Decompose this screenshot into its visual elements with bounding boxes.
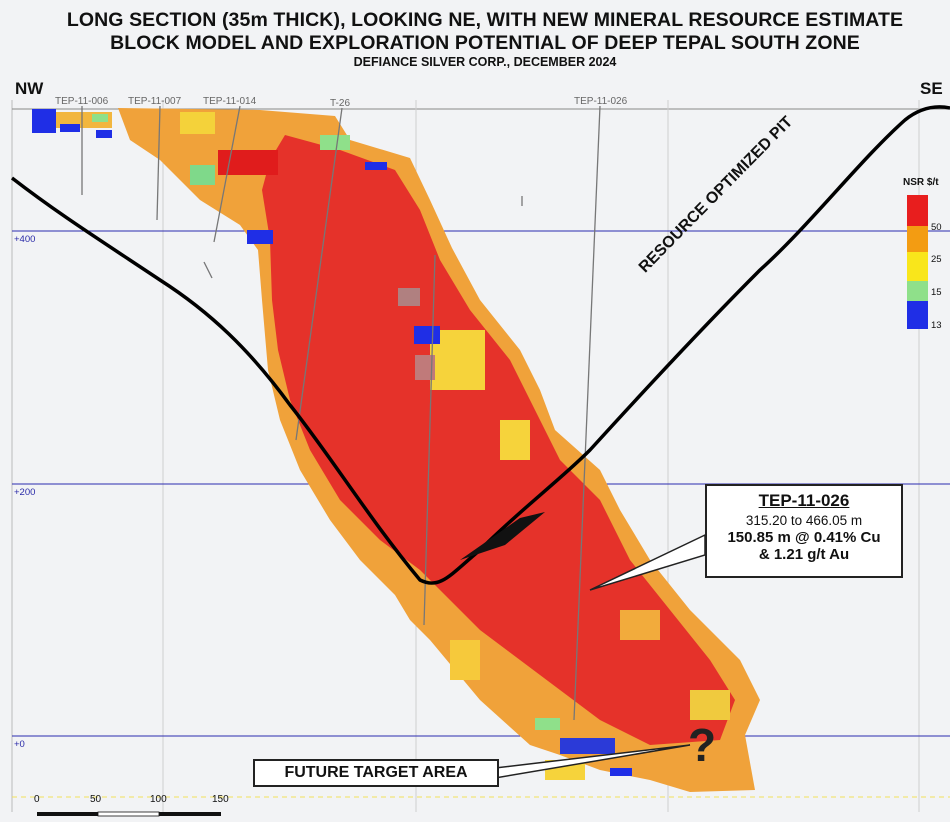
scale-segment — [37, 812, 98, 816]
scale-segment — [97, 811, 160, 817]
blue-block — [365, 162, 387, 170]
scale-segment — [159, 812, 221, 816]
callout-grade-au: & 1.21 g/t Au — [758, 546, 850, 563]
green-block — [320, 135, 350, 150]
scale-label: 50 — [90, 794, 102, 805]
scale-label: 150 — [212, 794, 229, 805]
blue-block — [610, 768, 632, 776]
block-cluster — [620, 610, 660, 640]
drill-hole-trace — [203, 261, 213, 279]
drill-hole-trace — [423, 254, 436, 626]
title-line-1: LONG SECTION (35m THICK), LOOKING NE, WI… — [66, 9, 904, 31]
legend-title: NSR $/t — [903, 177, 939, 188]
blue-block — [60, 124, 80, 132]
drill-holes — [81, 105, 601, 721]
green-block — [92, 114, 108, 122]
legend-swatch — [907, 252, 928, 281]
block-cluster — [180, 112, 215, 134]
drill-hole-label: TEP-11-014 — [203, 96, 257, 107]
elevation-label: +0 — [14, 739, 25, 750]
drill-hole-trace — [156, 105, 161, 221]
grey-block — [415, 355, 435, 380]
callout-grade-cu: 150.85 m @ 0.41% Cu — [727, 529, 881, 546]
nw-surface-blocks — [32, 109, 112, 138]
blue-block — [560, 738, 615, 754]
block-model — [118, 108, 760, 792]
green-block — [190, 165, 215, 185]
callout-hole-id: TEP-11-026 — [758, 491, 850, 510]
blue-block — [247, 230, 273, 244]
blue-block — [414, 326, 440, 344]
drill-hole-label: T-26 — [330, 98, 351, 109]
direction-se: SE — [920, 79, 943, 98]
figure-title: LONG SECTION (35m THICK), LOOKING NE, WI… — [0, 9, 950, 55]
elevation-label: +400 — [14, 234, 36, 245]
legend-swatch — [907, 195, 928, 226]
legend-value: 13 — [931, 320, 942, 331]
drill-hole-trace — [573, 105, 601, 721]
drill-hole-trace — [213, 105, 241, 243]
drill-hole-label: TEP-11-006 — [55, 96, 109, 107]
drill-hole-trace — [295, 107, 343, 441]
block-cluster — [450, 640, 480, 680]
direction-nw: NW — [15, 79, 44, 98]
drill-intercept-callout: TEP-11-026 315.20 to 466.05 m 150.85 m @… — [705, 484, 903, 578]
figure-subtitle: DEFIANCE SILVER CORP., DECEMBER 2024 — [353, 55, 617, 69]
scale-bar — [37, 811, 221, 817]
drill-hole-label: TEP-11-026 — [574, 96, 628, 107]
title-line-2: BLOCK MODEL AND EXPLORATION POTENTIAL OF… — [110, 32, 860, 54]
grey-block — [398, 288, 420, 306]
legend-value: 25 — [931, 254, 942, 265]
green-block — [535, 718, 560, 730]
resource-pit-outline — [460, 512, 545, 560]
legend-colorbar — [907, 195, 928, 329]
future-target-label: FUTURE TARGET AREA — [253, 759, 499, 787]
scale-label: 0 — [34, 794, 40, 805]
high-grade-core — [262, 135, 735, 745]
block-cluster — [500, 420, 530, 460]
blue-block — [96, 130, 112, 138]
legend-swatch — [907, 301, 928, 329]
drill-hole-label: TEP-11-007 — [128, 96, 182, 107]
scale-label: 100 — [150, 794, 167, 805]
block-cluster — [690, 690, 730, 720]
legend-value: 15 — [931, 287, 942, 298]
legend-swatch — [907, 226, 928, 252]
legend-swatch — [907, 281, 928, 301]
elevation-label: +200 — [14, 487, 36, 498]
legend-value: 50 — [931, 222, 942, 233]
callout-interval: 315.20 to 466.05 m — [745, 513, 863, 528]
question-mark: ? — [688, 719, 717, 771]
blue-block — [32, 109, 56, 133]
